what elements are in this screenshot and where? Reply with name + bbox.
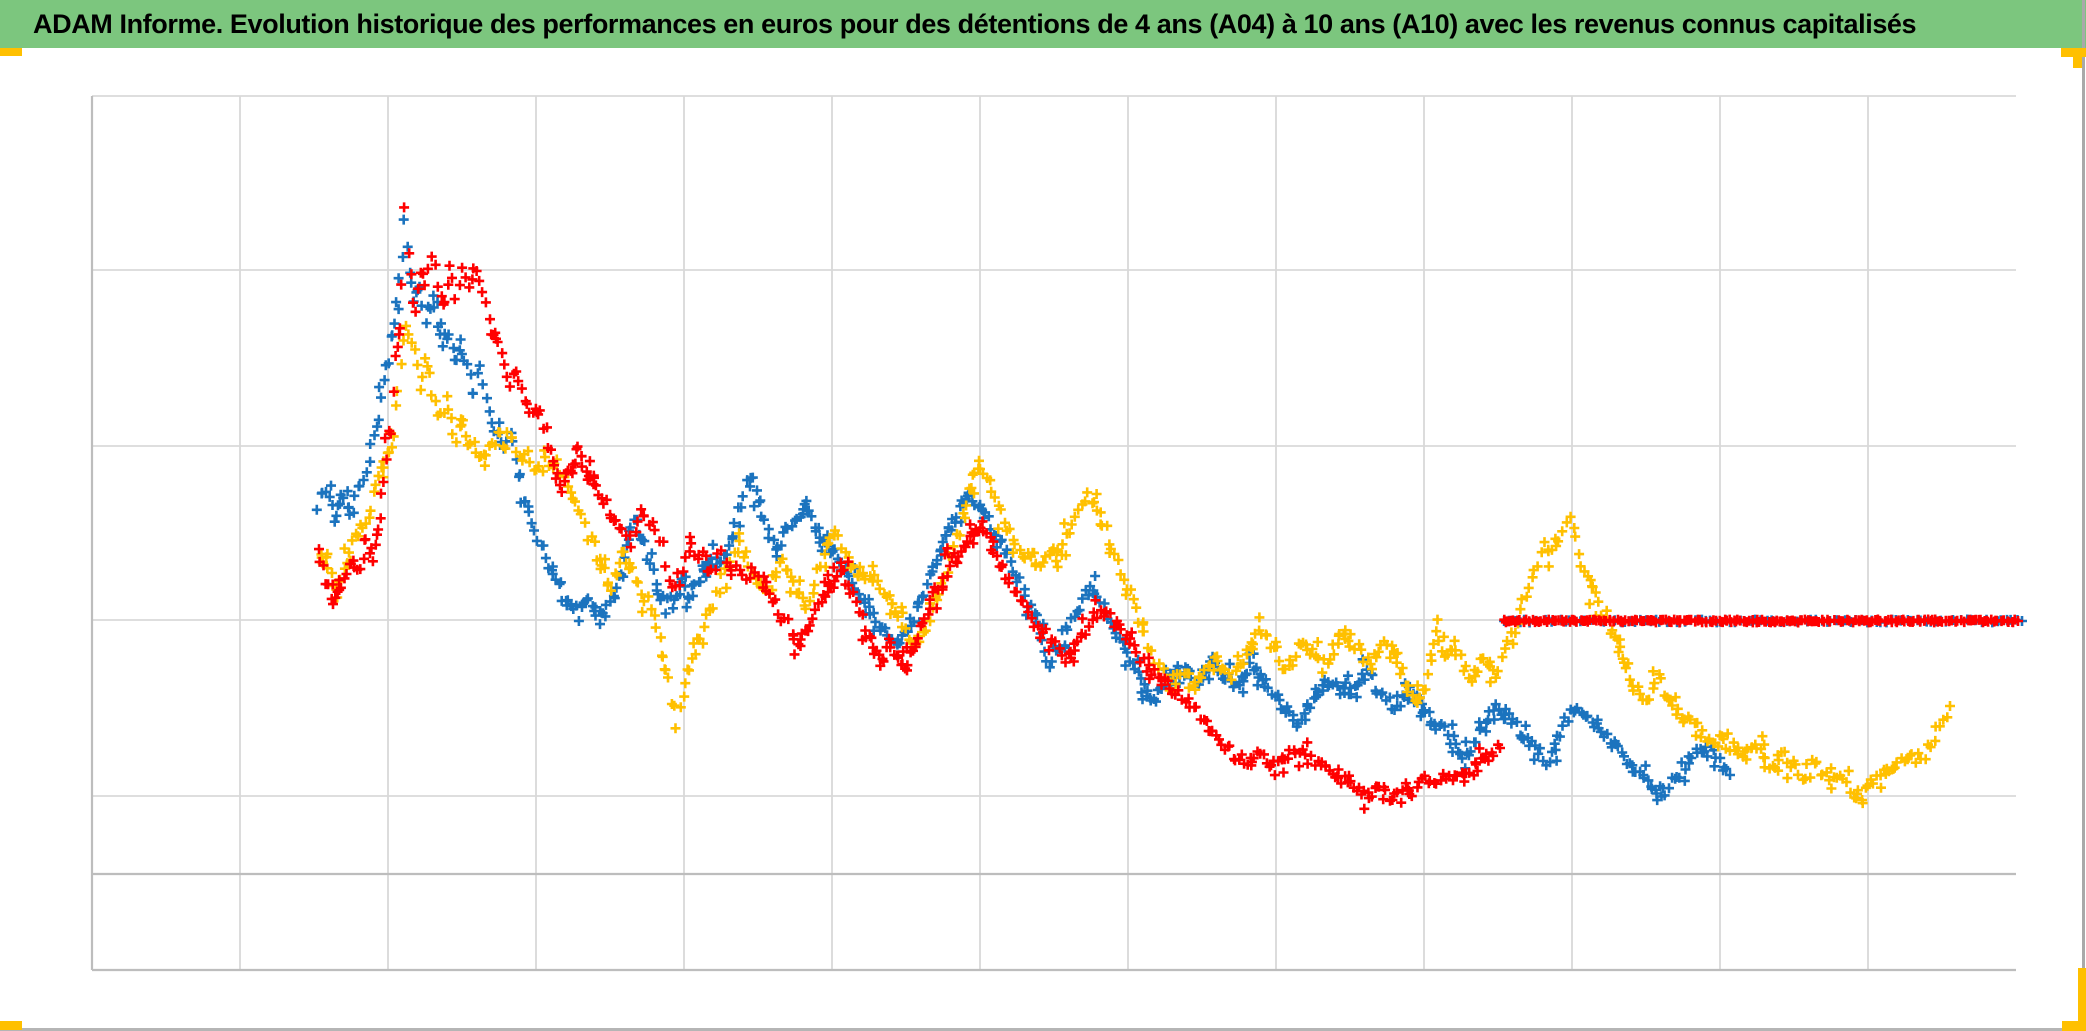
plot-axis-lines xyxy=(90,96,2016,972)
chart-title-bar: ADAM Informe. Evolution historique des p… xyxy=(0,0,2086,48)
window-edge-right xyxy=(2082,0,2085,1031)
series-gold-markers xyxy=(316,320,1955,809)
gold-corner-top-right-vertical xyxy=(2073,48,2082,68)
gold-corner-bottom-right-horizontal xyxy=(2062,1021,2086,1031)
window-edge-bottom xyxy=(0,1028,2086,1031)
series-blue-markers xyxy=(311,214,2027,806)
gold-corner-bottom-right-vertical xyxy=(2078,968,2086,1031)
gold-accent-top-left xyxy=(0,48,22,56)
series-red-markers xyxy=(314,202,2023,814)
chart-title: ADAM Informe. Evolution historique des p… xyxy=(33,8,1917,39)
plot-gridlines xyxy=(91,95,2016,971)
gold-accent-bottom-left xyxy=(0,1021,22,1030)
